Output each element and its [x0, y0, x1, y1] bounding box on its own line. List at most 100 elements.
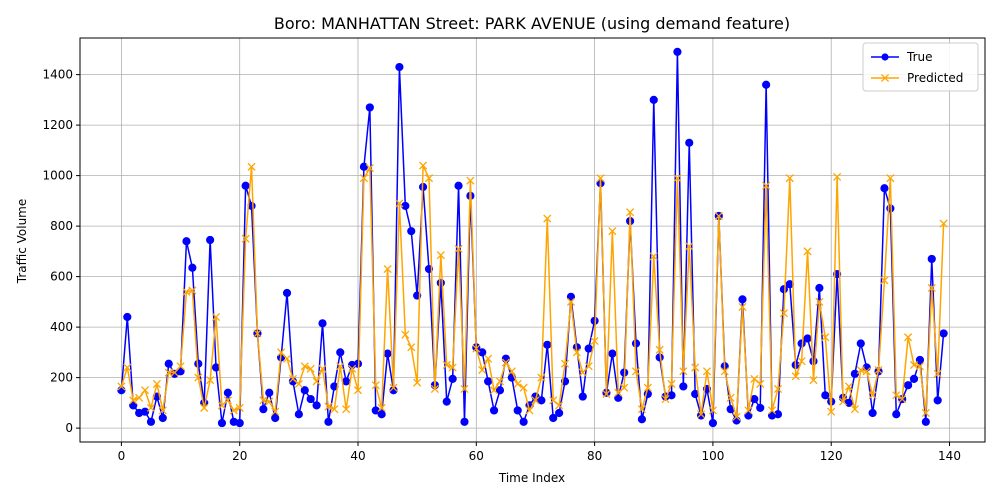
data-point-true	[383, 349, 392, 358]
data-point-predicted	[655, 345, 664, 354]
data-point-true	[478, 348, 487, 357]
y-tick-label: 200	[50, 371, 73, 385]
data-point-predicted	[188, 286, 197, 295]
data-point-predicted	[880, 276, 889, 285]
legend-marker-predicted	[880, 73, 890, 83]
data-point-predicted	[898, 395, 907, 404]
data-point-true	[779, 285, 788, 294]
data-point-predicted	[892, 391, 901, 400]
data-point-true	[732, 416, 741, 425]
data-point-predicted	[602, 389, 611, 399]
data-point-predicted	[371, 381, 380, 390]
data-point-predicted	[803, 247, 812, 256]
data-point-predicted	[478, 365, 487, 375]
y-tick-label: 800	[50, 219, 73, 233]
y-tick-label: 1400	[42, 68, 73, 82]
data-point-predicted	[927, 283, 936, 293]
data-point-predicted	[673, 174, 682, 183]
data-point-predicted	[525, 406, 534, 415]
data-point-predicted	[708, 406, 717, 415]
y-axis-label: Traffic Volume	[15, 199, 29, 285]
data-point-predicted	[460, 384, 469, 394]
axes-frame	[79, 37, 986, 443]
data-point-true	[649, 95, 658, 104]
data-point-true	[608, 349, 617, 358]
data-point-true	[259, 405, 268, 414]
data-point-true	[915, 355, 925, 365]
x-tick-label: 120	[820, 449, 843, 463]
legend: True Predicted	[862, 42, 979, 92]
data-point-predicted	[211, 312, 221, 322]
data-point-predicted	[738, 302, 747, 311]
data-point-predicted	[779, 309, 788, 318]
data-point-predicted	[395, 199, 404, 208]
data-point-true	[578, 392, 587, 401]
data-point-predicted	[531, 396, 540, 405]
data-point-predicted	[312, 377, 321, 386]
data-point-true	[762, 80, 771, 89]
data-point-predicted	[626, 208, 635, 217]
data-point-true	[904, 381, 913, 390]
data-point-predicted	[915, 362, 924, 371]
data-point-predicted	[442, 360, 451, 370]
data-point-true	[117, 386, 126, 395]
data-point-true	[377, 410, 386, 419]
data-point-predicted	[247, 162, 256, 171]
data-point-predicted	[691, 363, 700, 372]
data-point-predicted	[330, 405, 339, 414]
data-point-true	[543, 340, 552, 349]
data-point-predicted	[430, 384, 439, 394]
data-point-predicted	[572, 348, 581, 357]
data-point-true	[850, 369, 859, 378]
data-point-predicted	[365, 163, 374, 173]
data-point-predicted	[785, 174, 794, 183]
x-tick-label: 0	[118, 449, 126, 463]
data-point-true	[892, 410, 901, 419]
data-point-predicted	[389, 383, 398, 392]
data-point-predicted	[744, 406, 753, 415]
data-point-true	[241, 181, 250, 190]
data-point-predicted	[631, 367, 641, 376]
data-point-true	[182, 237, 191, 246]
data-point-predicted	[170, 368, 179, 377]
data-point-predicted	[241, 234, 250, 243]
data-point-predicted	[152, 379, 161, 388]
data-point-true	[460, 417, 469, 426]
data-point-predicted	[921, 408, 930, 418]
data-point-true	[442, 397, 451, 406]
data-point-predicted	[773, 384, 783, 394]
data-point-predicted	[643, 383, 652, 392]
data-point-true	[395, 62, 404, 72]
data-point-true	[614, 393, 623, 402]
data-point-true	[306, 394, 315, 404]
data-point-predicted	[543, 214, 552, 223]
data-point-predicted	[223, 396, 232, 405]
data-point-true	[537, 396, 546, 405]
data-point-predicted	[472, 344, 481, 353]
data-point-predicted	[377, 403, 386, 412]
data-point-true	[342, 377, 351, 386]
data-point-true	[519, 417, 528, 426]
data-point-predicted	[513, 379, 522, 388]
data-point-predicted	[827, 407, 836, 416]
data-point-predicted	[732, 412, 741, 421]
data-point-true	[265, 388, 274, 397]
chart-title: Boro: MANHATTAN Street: PARK AVENUE (usi…	[274, 14, 790, 33]
data-point-predicted	[555, 401, 564, 410]
data-point-predicted	[578, 368, 587, 377]
data-point-predicted	[685, 242, 694, 251]
data-point-predicted	[206, 376, 215, 385]
data-point-predicted	[608, 227, 617, 236]
data-point-predicted	[419, 161, 428, 170]
data-point-true	[318, 319, 327, 328]
plot-area: 0 20 40 60 80 100 120 1400200400600800100012001…	[42, 37, 986, 463]
data-point-true	[815, 283, 824, 293]
data-point-predicted	[697, 410, 706, 419]
data-point-predicted	[720, 367, 729, 376]
data-point-predicted	[767, 406, 777, 415]
data-point-predicted	[844, 382, 854, 391]
data-point-predicted	[939, 219, 948, 228]
x-tick-label: 140	[938, 449, 961, 463]
data-point-true	[140, 407, 150, 416]
